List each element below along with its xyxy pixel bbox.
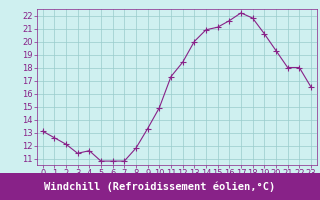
Text: Windchill (Refroidissement éolien,°C): Windchill (Refroidissement éolien,°C) [44,181,276,192]
